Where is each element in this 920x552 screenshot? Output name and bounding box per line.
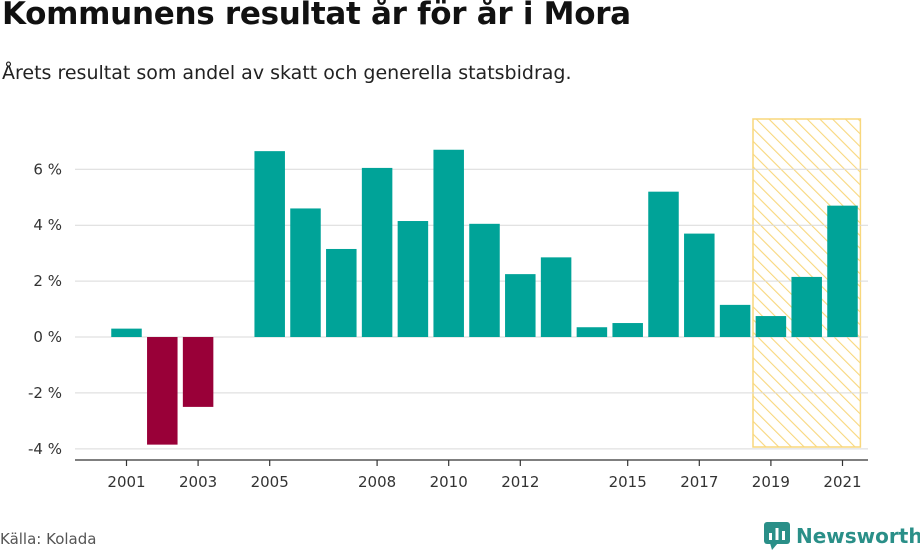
- bar-2020: [791, 276, 822, 338]
- bar-2016: [648, 191, 679, 338]
- x-tick-label: 2012: [501, 473, 539, 491]
- bar-2007: [326, 248, 357, 338]
- y-tick-label: 2 %: [33, 272, 62, 290]
- bar-chart: -4 % -2 % 0 % 2 % 4 % 6 % 2001 2003 2005 2008 201…: [28, 118, 868, 491]
- bar-2001: [111, 328, 142, 338]
- y-tick-label: -2 %: [28, 384, 62, 402]
- bar-2008: [361, 167, 393, 338]
- chart-title: Kommunens resultat år för år i Mora: [2, 0, 631, 32]
- x-tick-label: 2010: [430, 473, 468, 491]
- x-tick-label: 2001: [107, 473, 145, 491]
- bar-2014: [576, 327, 608, 338]
- bar-2003: [182, 337, 214, 407]
- bar-2006: [290, 208, 321, 338]
- bar-2015: [612, 323, 643, 338]
- y-tick-label: 0 %: [33, 328, 62, 346]
- bar-2018: [719, 304, 751, 338]
- bar-2012: [505, 274, 536, 338]
- brand-name: Newsworthy: [796, 524, 920, 548]
- bar-2002: [147, 337, 178, 445]
- chart-subtitle: Årets resultat som andel av skatt och ge…: [2, 62, 572, 84]
- x-tick-label: 2015: [609, 473, 647, 491]
- x-tick-label: 2021: [823, 473, 861, 491]
- bar-2021: [827, 205, 858, 338]
- bar-2010: [433, 149, 464, 338]
- newsworthy-logo-icon: [764, 522, 790, 550]
- y-tick-label: 6 %: [33, 160, 62, 178]
- x-tick-label: 2003: [179, 473, 217, 491]
- bar-2017: [684, 233, 715, 338]
- x-tick-label: 2019: [752, 473, 790, 491]
- x-tick-label: 2017: [680, 473, 718, 491]
- bar-2013: [540, 257, 572, 338]
- bar-2011: [469, 223, 500, 338]
- brand-logo: Newsworthy: [764, 520, 920, 552]
- x-tick-label: 2005: [251, 473, 289, 491]
- bar-2009: [397, 221, 429, 338]
- bar-2005: [254, 151, 285, 338]
- y-tick-label: 4 %: [33, 216, 62, 234]
- x-tick-label: 2008: [358, 473, 396, 491]
- bar-2019: [755, 316, 787, 338]
- y-tick-label: -4 %: [28, 440, 62, 458]
- source-note: Källa: Kolada: [0, 530, 97, 548]
